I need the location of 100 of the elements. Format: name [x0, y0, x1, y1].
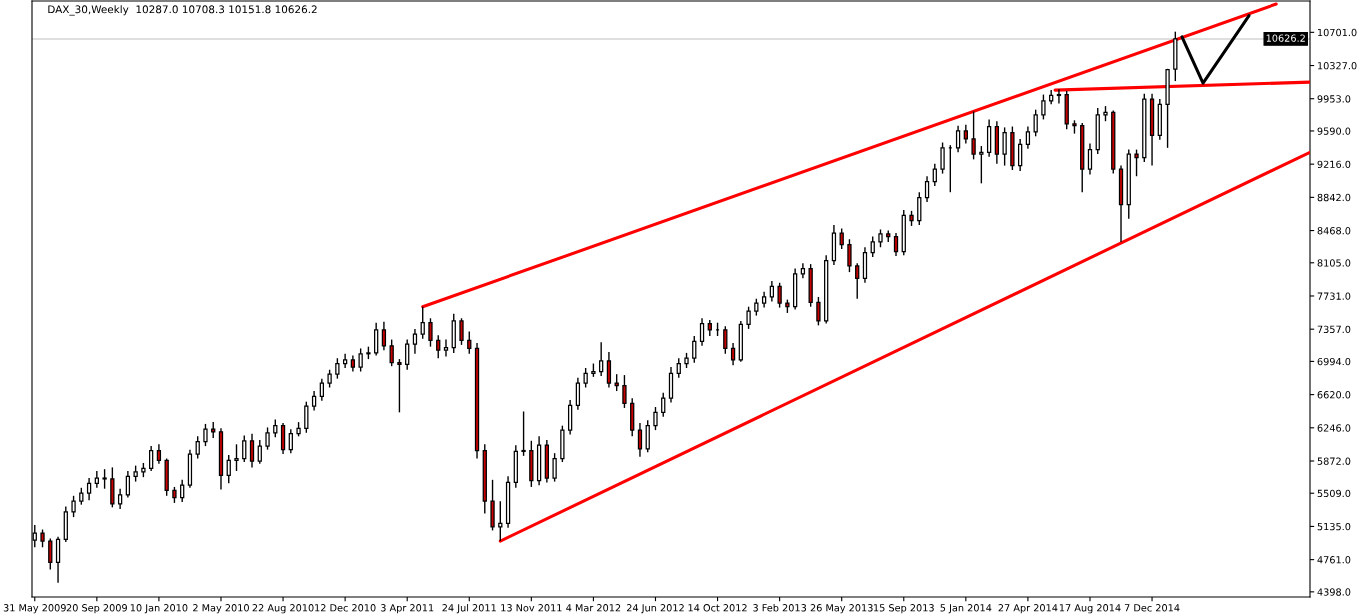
- candlestick: [971, 110, 976, 161]
- y-tick-label: 7731.0: [1317, 292, 1351, 300]
- candlestick: [48, 537, 53, 571]
- candlestick: [661, 392, 666, 418]
- candlestick: [847, 238, 852, 273]
- x-tick-label: 31 May 2009: [3, 604, 66, 614]
- candlestick: [1087, 142, 1093, 176]
- candlestick: [311, 390, 317, 412]
- x-tick-label: 17 Aug 2014: [1059, 604, 1121, 614]
- y-tick-label: 8105.0: [1317, 259, 1351, 267]
- y-tick-label: 8468.0: [1317, 227, 1351, 235]
- y-tick-label: 5872.0: [1317, 457, 1351, 465]
- x-tick-label: 7 Dec 2014: [1124, 604, 1180, 612]
- x-tick-label: 13 Nov 2011: [501, 604, 562, 612]
- x-tick-label: 10 Jan 2010: [130, 604, 188, 614]
- candlestick: [249, 432, 255, 469]
- candlestick: [622, 374, 627, 409]
- x-tick-label: 3 Apr 2011: [380, 604, 434, 614]
- y-tick-label: 4398.0: [1317, 588, 1351, 596]
- x-tick-label: 3 Feb 2013: [753, 603, 806, 612]
- x-tick-label: 12 Dec 2010: [315, 604, 376, 612]
- chart-title: DAX_30,Weekly 10287.0 10708.3 10151.8 10626.2: [48, 5, 317, 16]
- candlestick: [265, 426, 270, 451]
- candlestick: [955, 124, 961, 153]
- candlestick: [699, 317, 705, 347]
- candlestick: [917, 191, 922, 226]
- candlestick: [180, 479, 185, 503]
- candlestick: [645, 419, 650, 454]
- candlestick: [86, 477, 92, 501]
- candlestick: [1134, 148, 1139, 177]
- candlestick: [257, 439, 262, 465]
- y-tick-label: 10701.0: [1318, 28, 1357, 37]
- candlestick: [552, 452, 557, 483]
- candlestick: [583, 367, 588, 389]
- candlestick: [288, 428, 293, 454]
- candlestick: [405, 338, 410, 371]
- candlestick: [467, 330, 472, 355]
- candlestick: [226, 454, 231, 485]
- candlestick: [234, 443, 239, 472]
- candlestick: [979, 145, 984, 185]
- y-tick-label: 6994.0: [1317, 357, 1351, 366]
- candlestick: [575, 377, 581, 411]
- ref-line-label: 10626.2: [1266, 34, 1305, 42]
- candlestick: [242, 434, 247, 463]
- candlestick: [893, 232, 899, 257]
- candlestick: [389, 338, 394, 367]
- candlestick: [777, 282, 782, 309]
- candlestick: [940, 141, 945, 175]
- x-tick-label: 26 May 2013: [810, 604, 873, 614]
- candlestick: [1041, 93, 1046, 121]
- y-tick-label: 9953.0: [1317, 95, 1351, 103]
- y-tick-label: 4761.0: [1317, 556, 1351, 564]
- candlestick: [102, 468, 107, 490]
- candlestick: [412, 328, 418, 355]
- y-tick-label: 10327.0: [1318, 62, 1357, 70]
- candlestick: [637, 422, 643, 458]
- candlestick: [676, 357, 681, 379]
- candlestick: [963, 124, 968, 145]
- candlestick: [653, 406, 658, 431]
- y-tick-label: 7357.0: [1317, 325, 1351, 334]
- x-tick-label: 5 Jan 2014: [940, 604, 992, 614]
- candlestick: [195, 435, 200, 460]
- y-tick-label: 5135.0: [1317, 522, 1351, 531]
- x-tick-label: 27 Apr 2014: [998, 604, 1058, 614]
- candlestick: [149, 445, 154, 472]
- y-tick-label: 8842.0: [1317, 193, 1351, 202]
- candlestick: [335, 357, 340, 380]
- candlestick: [924, 175, 930, 203]
- candlestick: [839, 227, 844, 250]
- candlestick: [1002, 126, 1007, 167]
- candlestick: [304, 401, 309, 434]
- candlestick: [521, 410, 526, 457]
- candlestick: [723, 325, 728, 355]
- candlestick: [397, 358, 402, 414]
- candlestick: [870, 235, 875, 258]
- y-tick-label: 9216.0: [1317, 160, 1351, 168]
- candlestick: [692, 335, 697, 364]
- x-tick-label: 22 Aug 2010: [252, 604, 314, 614]
- candlestick: [358, 347, 363, 373]
- candlestick: [1025, 125, 1031, 150]
- y-tick-label: 5509.0: [1317, 489, 1351, 498]
- candlestick: [420, 306, 425, 340]
- candlestick: [855, 262, 860, 300]
- candlestick: [319, 377, 324, 402]
- x-tick-label: 20 Sep 2009: [66, 604, 127, 614]
- candlestick: [280, 422, 286, 455]
- candlestick: [730, 342, 736, 367]
- x-tick-label: 15 Sep 2013: [874, 604, 934, 614]
- candlestick: [606, 351, 612, 389]
- candlestick: [374, 322, 379, 357]
- candlestick: [459, 317, 464, 346]
- candlestick: [769, 280, 775, 303]
- candlestick: [932, 163, 937, 187]
- candlestick: [498, 500, 503, 542]
- candlestick: [203, 423, 208, 447]
- candlestick: [599, 341, 604, 377]
- x-tick-label: 24 Jun 2012: [626, 604, 684, 614]
- x-tick-label: 14 Oct 2012: [688, 604, 747, 612]
- candlestick: [428, 317, 433, 348]
- candlestick: [117, 488, 123, 510]
